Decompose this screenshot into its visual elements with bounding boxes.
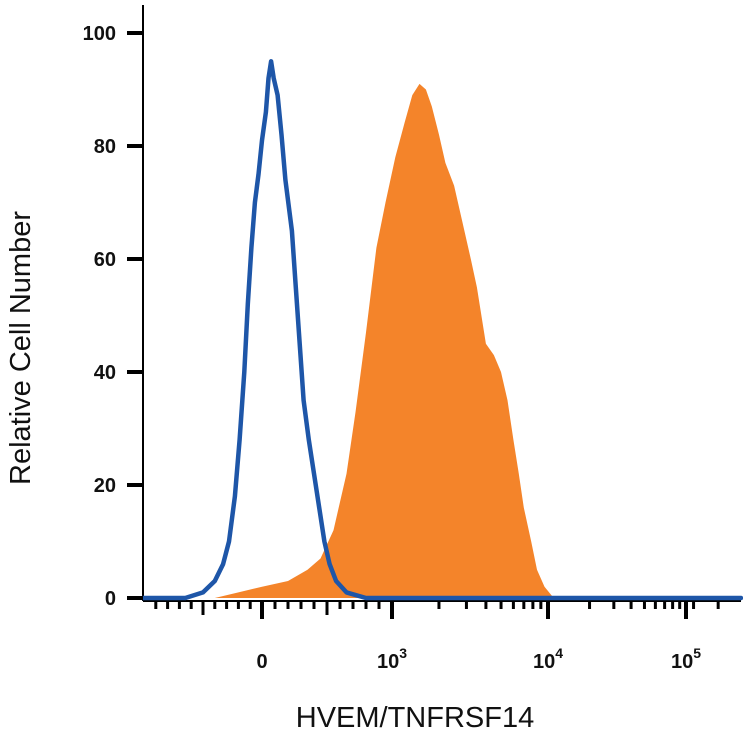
series-1-outline xyxy=(140,59,743,601)
x-axis-title: HVEM/TNFRSF14 xyxy=(296,702,534,734)
x-axis-ticks xyxy=(154,601,720,619)
x-tick-label-10000: 104 xyxy=(533,645,563,673)
y-tick-label-40: 40 xyxy=(94,362,116,384)
series-fill-layer xyxy=(143,83,554,598)
x-tick-label-100000: 105 xyxy=(671,645,701,673)
series-0-filled-area xyxy=(143,83,554,598)
y-tick-label-20: 20 xyxy=(94,475,116,497)
y-tick-label-0: 0 xyxy=(105,588,116,610)
series-line-layer xyxy=(140,59,743,601)
x-tick-label-1000: 103 xyxy=(377,645,407,673)
y-axis-ticks: 0 20 40 60 80 100 xyxy=(83,23,143,610)
y-tick-label-100: 100 xyxy=(83,23,116,45)
y-tick-label-60: 60 xyxy=(94,249,116,271)
y-axis-title: Relative Cell Number xyxy=(5,211,37,485)
plot-frame xyxy=(142,5,741,602)
y-tick-label-80: 80 xyxy=(94,136,116,158)
x-axis-tick-labels: 0 103 104 105 xyxy=(256,645,701,673)
x-tick-label-0: 0 xyxy=(256,651,267,673)
